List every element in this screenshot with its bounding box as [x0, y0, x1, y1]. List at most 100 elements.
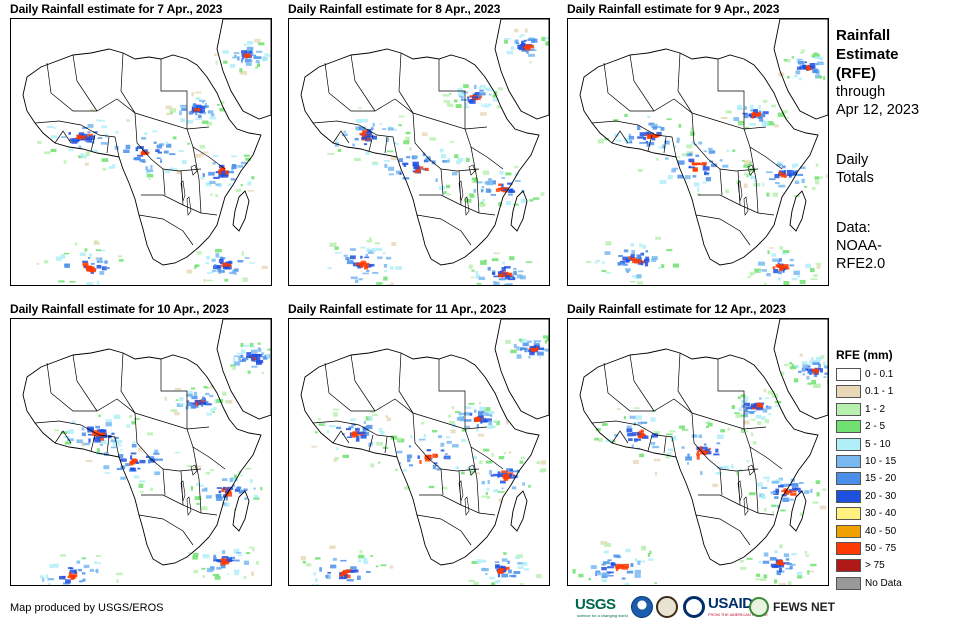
- rain-cell: [214, 264, 217, 267]
- rain-cell: [481, 567, 487, 571]
- rain-cell: [596, 259, 600, 262]
- rain-cell: [175, 399, 179, 401]
- rain-cell: [771, 504, 777, 507]
- rain-cell: [797, 61, 805, 65]
- rain-cell: [540, 460, 547, 465]
- rain-cell: [508, 451, 512, 454]
- rain-cell: [368, 442, 372, 447]
- rain-cell: [473, 581, 479, 585]
- border-line: [416, 214, 472, 246]
- rain-cell: [677, 174, 684, 179]
- rain-cell: [174, 387, 181, 391]
- rain-cell: [368, 416, 373, 421]
- rain-cell: [492, 98, 499, 102]
- rain-cell: [476, 181, 483, 184]
- rain-cell: [256, 561, 259, 565]
- rain-cell: [81, 135, 86, 140]
- rain-cell: [606, 272, 612, 274]
- rain-cell: [130, 455, 133, 460]
- rain-cell: [513, 343, 517, 349]
- rain-cell: [154, 458, 157, 461]
- rain-cell: [315, 578, 318, 582]
- rain-cell: [246, 51, 249, 55]
- rain-cell: [211, 258, 216, 262]
- rain-cell: [237, 260, 244, 263]
- rain-cell: [672, 263, 679, 268]
- rain-cell: [819, 176, 824, 179]
- rain-cell: [129, 461, 133, 466]
- rain-cell: [240, 474, 243, 477]
- rain-cell: [642, 435, 649, 439]
- rain-cell: [710, 163, 717, 168]
- coastline: [789, 490, 807, 532]
- border-line: [46, 362, 210, 430]
- rain-cell: [446, 440, 452, 444]
- border-line: [743, 428, 783, 470]
- rain-cell: [666, 249, 673, 252]
- rain-cell: [476, 424, 479, 428]
- rain-cell: [481, 495, 487, 498]
- rain-cell: [375, 565, 379, 568]
- rain-cell: [803, 490, 810, 494]
- rain-cell: [334, 246, 339, 250]
- rain-cell: [67, 438, 74, 442]
- rain-cell: [601, 572, 609, 577]
- legend-swatch: [836, 368, 861, 381]
- rain-cell: [781, 253, 788, 255]
- border-line: [54, 130, 110, 154]
- rain-cell: [780, 174, 787, 178]
- rain-cell: [192, 103, 197, 108]
- rain-cell: [363, 143, 368, 146]
- rain-cell: [626, 570, 634, 574]
- rain-cell: [191, 395, 198, 400]
- rainfall-map-svg: [572, 319, 828, 585]
- rain-cell: [380, 564, 387, 567]
- rain-cell: [522, 562, 528, 566]
- rain-cell: [805, 368, 813, 371]
- rain-cell: [47, 125, 54, 128]
- border-line: [120, 52, 136, 114]
- rain-cell: [497, 474, 503, 477]
- rain-cell: [676, 140, 680, 144]
- rain-cell: [55, 256, 62, 261]
- legend-label: 5 - 10: [865, 438, 891, 450]
- rain-cell: [201, 506, 208, 511]
- rain-cell: [229, 64, 236, 68]
- rain-cell: [717, 466, 724, 469]
- legend-swatch: [836, 507, 861, 521]
- fews-net-logo: FEWS NET: [773, 600, 835, 614]
- rain-cell: [601, 574, 608, 578]
- rain-cell: [788, 173, 792, 178]
- rain-cell: [763, 388, 767, 393]
- rain-cell: [637, 125, 641, 131]
- rain-cell: [216, 398, 224, 403]
- rain-cell: [432, 466, 437, 470]
- rain-cell: [519, 338, 527, 343]
- rain-cell: [825, 174, 828, 178]
- rain-cell: [652, 126, 658, 130]
- rain-cell: [206, 567, 214, 573]
- rain-cell: [628, 438, 633, 441]
- rain-cell: [357, 575, 361, 580]
- rain-cell: [601, 261, 605, 264]
- rain-cell: [220, 167, 225, 172]
- rain-cell: [618, 565, 624, 568]
- rain-cell: [205, 495, 212, 499]
- rain-cell: [493, 421, 498, 423]
- rain-cell: [253, 495, 259, 500]
- rain-cell: [678, 124, 682, 128]
- rain-cell: [221, 257, 226, 260]
- rain-cell: [497, 491, 505, 493]
- rain-cell: [96, 264, 102, 269]
- rain-cell: [403, 140, 410, 145]
- rain-cell: [372, 413, 378, 417]
- rain-cell: [715, 448, 719, 453]
- rain-cell: [641, 545, 646, 548]
- rain-cell: [688, 166, 696, 169]
- rain-cell: [630, 254, 635, 258]
- rain-cell: [733, 117, 740, 121]
- rain-cell: [790, 490, 797, 493]
- rain-cell: [543, 335, 549, 339]
- rain-cell: [346, 428, 351, 431]
- rain-cell: [245, 50, 252, 55]
